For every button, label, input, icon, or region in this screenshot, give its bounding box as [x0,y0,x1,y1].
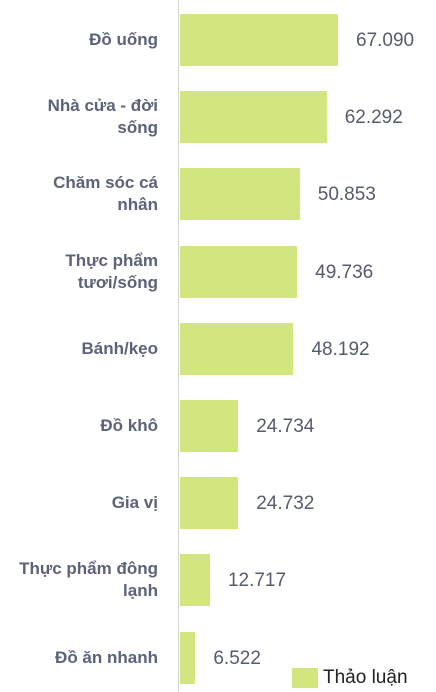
bar [180,14,338,66]
category-label: Đồ ăn nhanh [55,647,158,667]
value-label: 24.732 [256,493,315,515]
category-label: Gia vị [111,493,158,513]
value-label: 6.522 [213,647,261,669]
value-label: 67.090 [356,30,415,51]
value-label: 48.192 [311,338,370,360]
legend-swatch [292,668,318,688]
bar [180,245,298,298]
value-label: 12.717 [227,570,287,592]
legend-label: Thảo luận [323,667,408,688]
category-label: Đồ uống [89,30,158,49]
bar [180,554,210,607]
category-label: Thực phẩm tươi/sống [65,250,158,292]
category-label: Nhà cửa - đời sống [47,96,158,138]
bar [180,400,239,452]
axis-line [178,0,179,692]
bar [180,631,196,684]
value-label: 49.736 [315,261,374,283]
bar [180,322,294,375]
category-label: Thực phẩm đông lạnh [19,559,158,601]
category-label: Bánh/kẹo [81,338,158,358]
value-label: 62.292 [344,107,403,129]
bar [180,91,327,144]
bar [180,168,300,221]
bar [180,477,239,530]
value-label: 24.734 [256,416,315,437]
category-label: Đồ khô [100,416,158,435]
category-label: Chăm sóc cá nhân [53,173,158,215]
value-label: 50.853 [317,184,376,206]
